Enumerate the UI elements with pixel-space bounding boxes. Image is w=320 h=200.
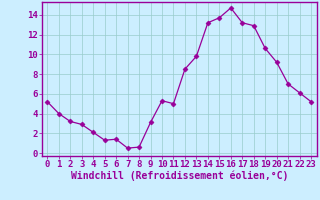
X-axis label: Windchill (Refroidissement éolien,°C): Windchill (Refroidissement éolien,°C) <box>70 171 288 181</box>
